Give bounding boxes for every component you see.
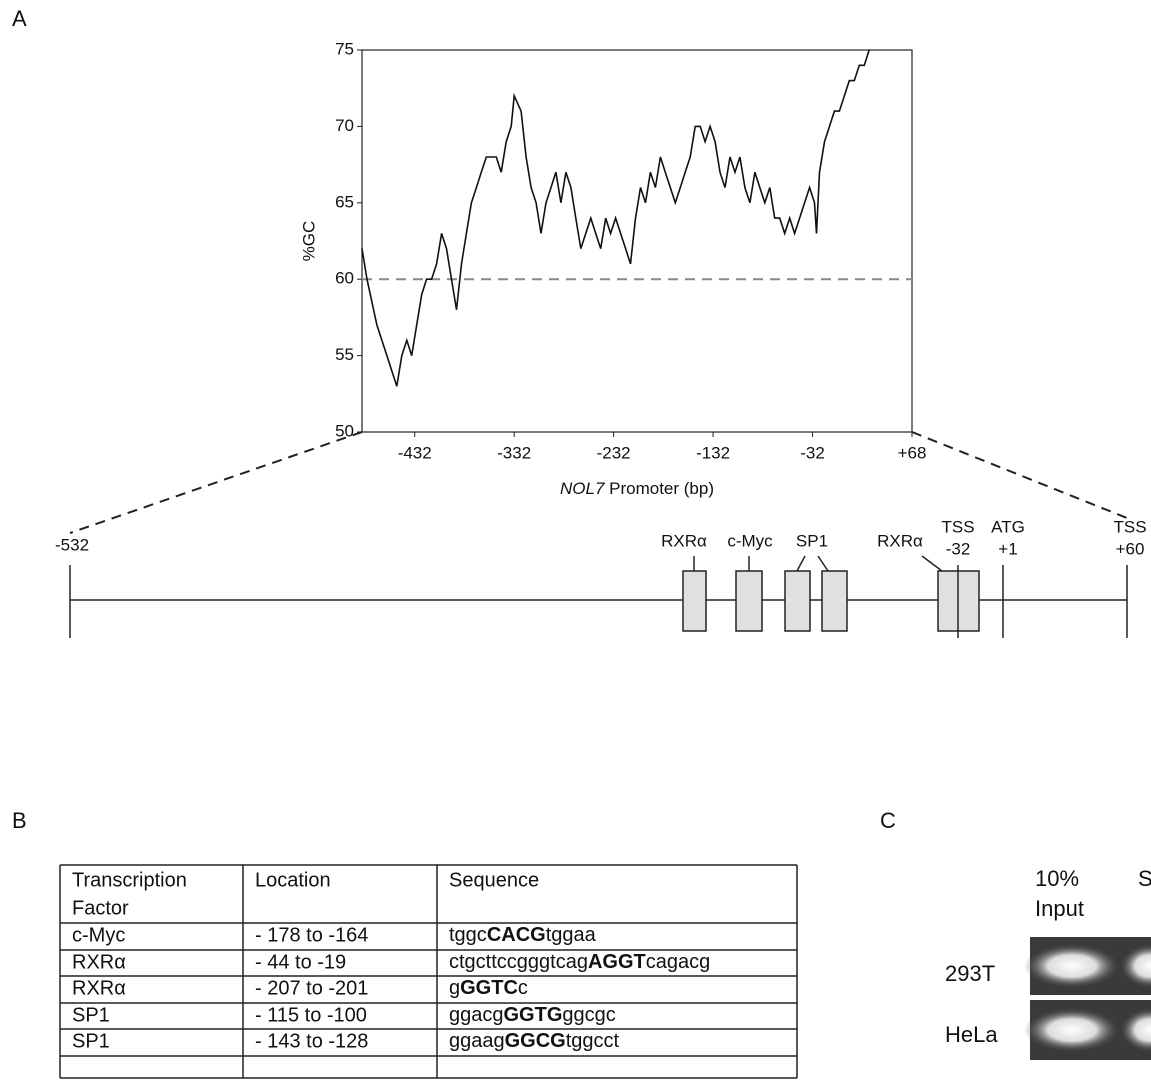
y-axis-label: %GC <box>299 221 318 262</box>
y-tick-label: 60 <box>335 269 354 288</box>
sequence-part: c <box>518 977 528 999</box>
lane-label: Input <box>1035 896 1084 921</box>
cell: SP1 <box>72 1030 110 1052</box>
cell: c-Myc <box>72 924 125 946</box>
map-start-label: -532 <box>55 535 89 554</box>
header-cell: Transcription <box>72 869 187 891</box>
sequence-part: ggcgc <box>562 1004 615 1026</box>
gel-band <box>1024 1008 1120 1052</box>
table: Transcription Factor Location Sequence c-Myc… <box>60 865 797 1078</box>
sequence-part: CACG <box>487 924 546 946</box>
y-tick-label: 70 <box>335 116 354 135</box>
sequence-cell: tggcCACGtggaa <box>449 924 597 946</box>
sequence-part: GGTC <box>460 977 518 999</box>
sequence-cell: gGGTCc <box>449 977 528 999</box>
site-label: RXRα <box>661 531 707 550</box>
x-tick-label: -232 <box>597 443 631 462</box>
header-cell: Location <box>255 869 331 891</box>
x-tick-label: +68 <box>898 443 927 462</box>
panel-label: C <box>880 808 896 833</box>
lane-label: S <box>1138 866 1151 891</box>
cell: - 207 to -201 <box>255 977 368 999</box>
sequence-part: tggaa <box>546 924 597 946</box>
gc-line <box>362 50 869 386</box>
marker-name: TSS <box>941 517 974 536</box>
zoom-line <box>912 432 1127 518</box>
y-tick-label: 75 <box>335 39 354 58</box>
site-box <box>785 571 810 631</box>
marker-name: TSS <box>1113 517 1146 536</box>
panel-label: B <box>12 808 27 833</box>
cell: - 115 to -100 <box>255 1004 367 1026</box>
sequence-part: ggaag <box>449 1030 505 1052</box>
sequence-part: ctgcttccgggtcag <box>449 951 588 973</box>
marker-name: ATG <box>991 517 1025 536</box>
site-label: SP1 <box>796 531 828 550</box>
cell: SP1 <box>72 1004 110 1026</box>
promoter-map <box>70 556 1127 638</box>
y-tick-label: 55 <box>335 345 354 364</box>
sequence-part: tggc <box>449 924 487 946</box>
cell: - 143 to -128 <box>255 1030 368 1052</box>
sequence-part: tggcct <box>566 1030 620 1052</box>
connector <box>818 556 828 571</box>
connector <box>922 556 942 571</box>
sequence-part: ggacg <box>449 1004 504 1026</box>
figure: A B C %GC NOL7 Promoter (bp) -532 RXRα c… <box>0 0 1151 1081</box>
panel-label: A <box>12 6 27 31</box>
sequence-part: GGTG <box>504 1004 563 1026</box>
site-label: c-Myc <box>727 531 773 550</box>
x-axis-label-part: NOL7 <box>560 479 605 498</box>
cell: RXRα <box>72 977 126 999</box>
lane-label: 10% <box>1035 866 1079 891</box>
marker-pos: -32 <box>946 539 971 558</box>
cell: RXRα <box>72 951 126 973</box>
y-tick-label: 65 <box>335 192 354 211</box>
sequence-part: AGGT <box>588 951 646 973</box>
site-box <box>683 571 706 631</box>
site-box <box>736 571 762 631</box>
zoom-line <box>70 432 362 533</box>
cell: - 178 to -164 <box>255 924 368 946</box>
sequence-part: g <box>449 977 460 999</box>
marker-pos: +60 <box>1116 539 1145 558</box>
connector <box>797 556 805 571</box>
sequence-cell: ggacgGGTGggcgc <box>449 1004 616 1026</box>
gel-band <box>1024 944 1120 988</box>
x-tick-label: -432 <box>398 443 432 462</box>
sequence-part: GGCG <box>505 1030 566 1052</box>
header-cell: Factor <box>72 897 129 919</box>
marker-pos: +1 <box>998 539 1017 558</box>
row-label: 293T <box>945 961 995 986</box>
sequence-part: cagacg <box>646 951 711 973</box>
header-cell: Sequence <box>449 869 539 891</box>
sequence-cell: ctgcttccgggtcagAGGTcagacg <box>449 951 710 973</box>
page: A B C %GC NOL7 Promoter (bp) -532 RXRα c… <box>0 0 1151 1081</box>
y-tick-label: 50 <box>335 421 354 440</box>
x-tick-label: -132 <box>696 443 730 462</box>
x-tick-label: -32 <box>800 443 825 462</box>
site-label: RXRα <box>877 531 923 550</box>
x-axis-label: NOL7 Promoter (bp) <box>560 479 714 498</box>
x-axis-label-part: Promoter (bp) <box>609 479 714 498</box>
sequence-cell: ggaagGGCGtggcct <box>449 1030 620 1052</box>
site-box <box>822 571 847 631</box>
x-tick-label: -332 <box>497 443 531 462</box>
cell: - 44 to -19 <box>255 951 346 973</box>
row-label: HeLa <box>945 1022 998 1047</box>
